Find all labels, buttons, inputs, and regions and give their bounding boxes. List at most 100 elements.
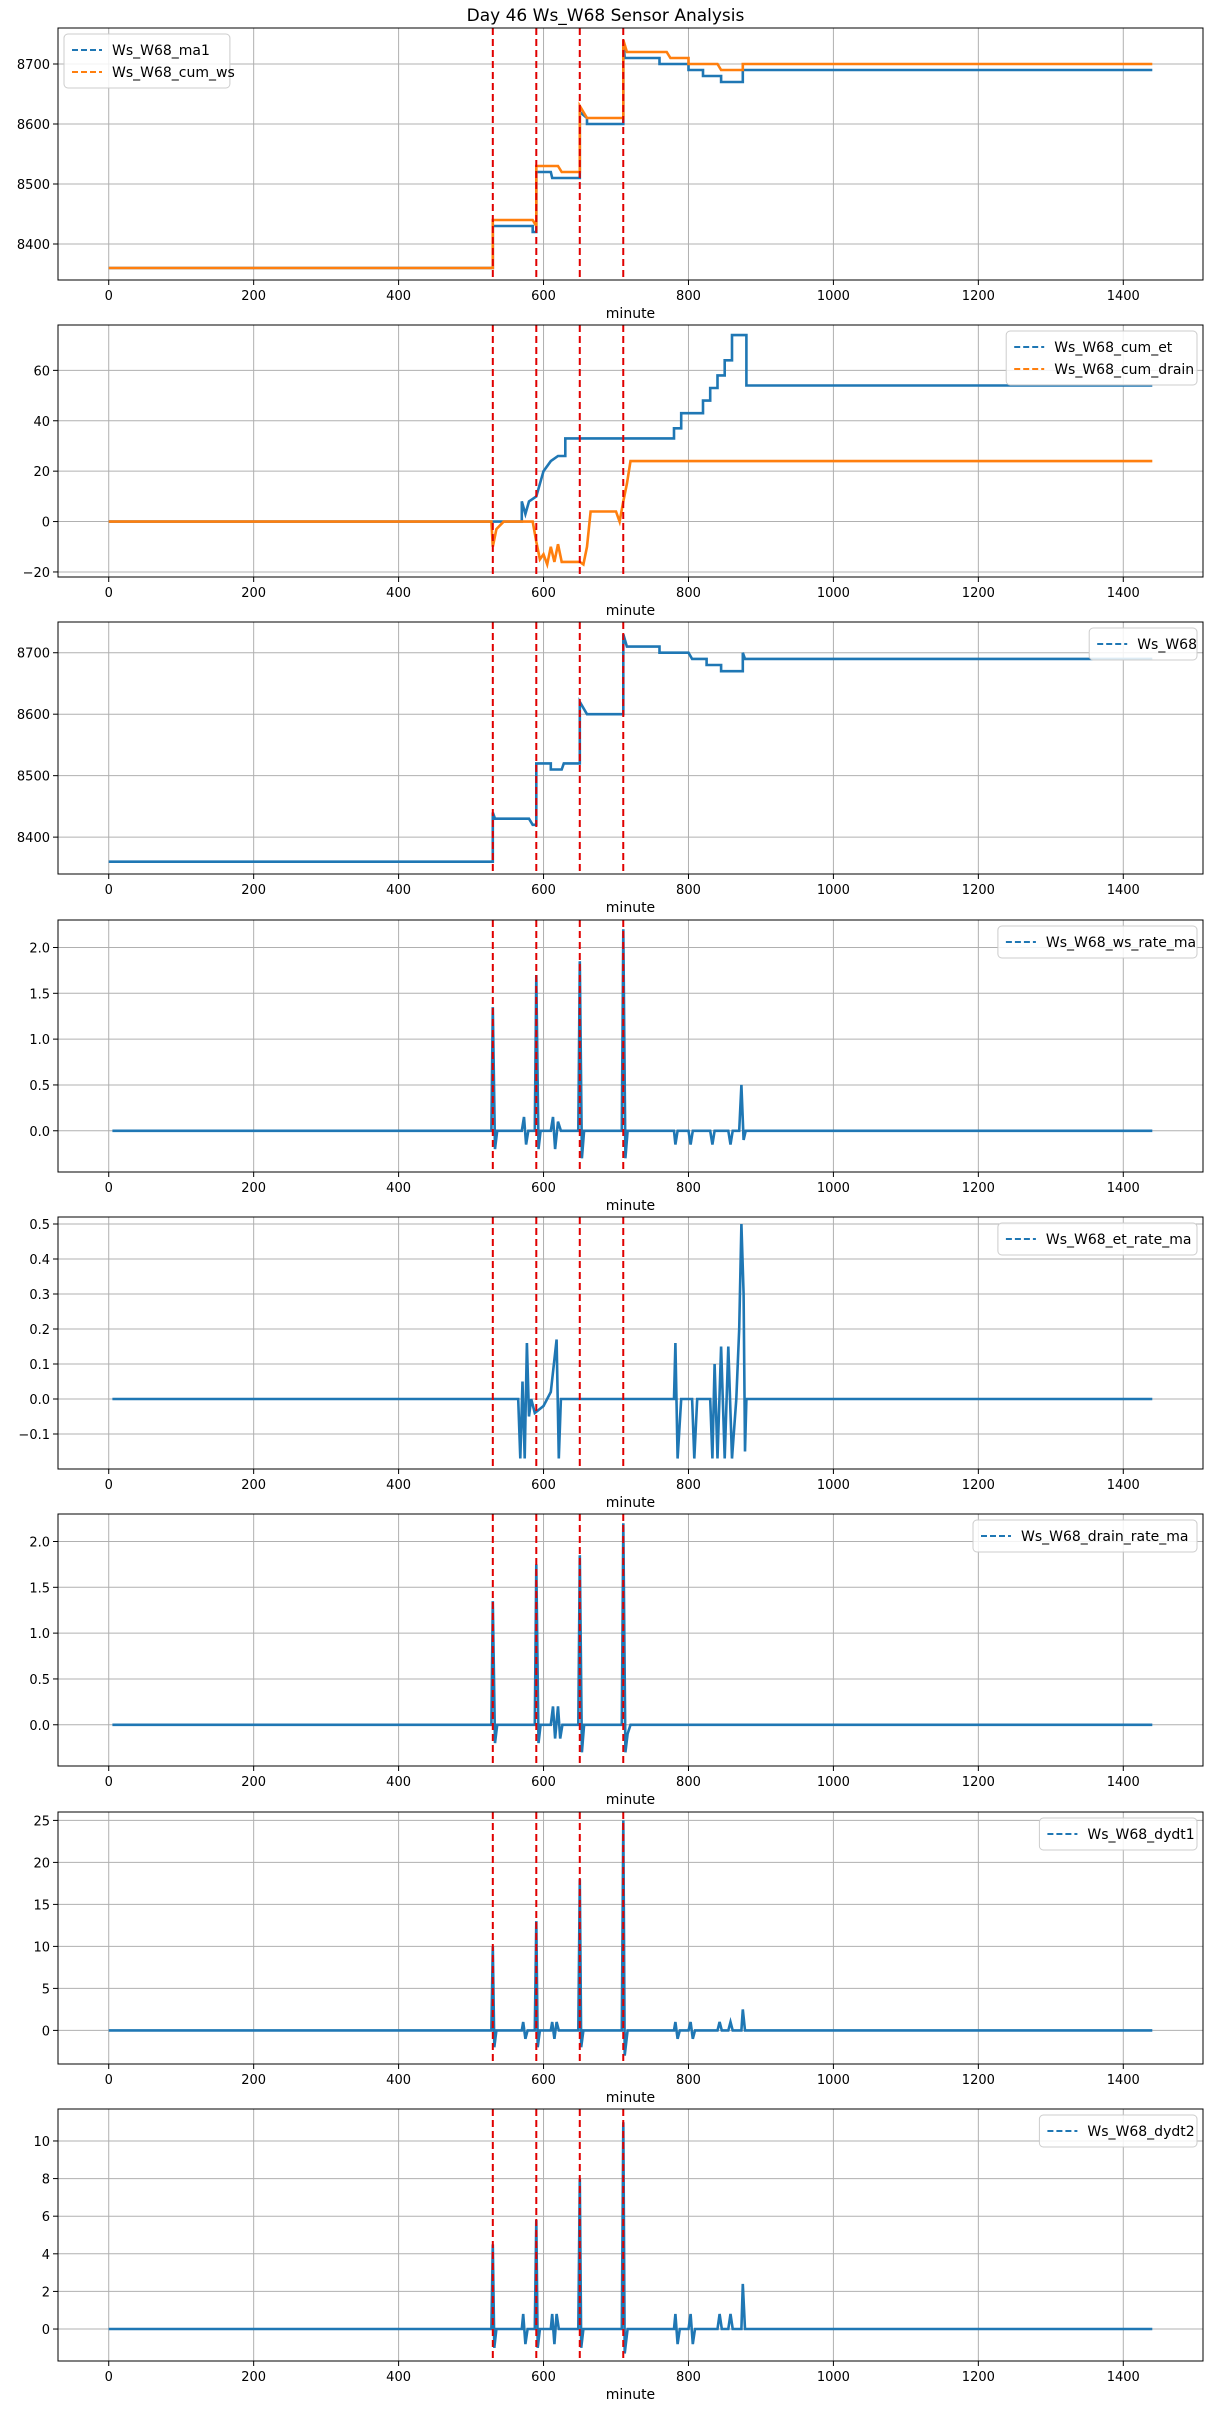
y-tick-label: 2.0 xyxy=(29,941,50,956)
series-line-Ws_W68_cum_drain xyxy=(108,459,1153,570)
x-tick-label: 1200 xyxy=(962,586,995,601)
series-line-Ws_W68_drain_rate_ma xyxy=(112,1523,1153,1753)
legend-label: Ws_W68_ma1 xyxy=(112,43,210,59)
legend-label: Ws_W68_ws_rate_ma xyxy=(1046,935,1196,951)
y-tick-label: 8500 xyxy=(17,178,50,193)
x-tick-label: 1000 xyxy=(817,586,850,601)
grid xyxy=(58,325,1203,577)
legend: Ws_W68 xyxy=(1088,627,1198,661)
x-tick-label: 600 xyxy=(531,586,556,601)
legend-box xyxy=(1038,2114,1198,2148)
x-tick-label: 0 xyxy=(105,1181,113,1196)
x-tick-label: 200 xyxy=(241,883,266,898)
y-tick-label: 0 xyxy=(42,516,50,531)
x-tick-label: 0 xyxy=(105,1775,113,1790)
x-tick-label: 1000 xyxy=(817,2370,850,2385)
x-axis-label: minute xyxy=(606,900,655,916)
y-tick-label: 25 xyxy=(33,1814,50,1829)
series-line-Ws_W68_ma1 xyxy=(108,39,1153,270)
y-tick-label: 8600 xyxy=(17,708,50,723)
y-tick-label: 6 xyxy=(42,2210,50,2225)
x-tick-label: 1400 xyxy=(1107,2073,1140,2088)
legend: Ws_W68_dydt1 xyxy=(1038,1817,1198,1851)
x-tick-label: 1400 xyxy=(1107,289,1140,304)
x-tick-label: 400 xyxy=(386,883,411,898)
x-tick-label: 1000 xyxy=(817,289,850,304)
x-tick-label: 1200 xyxy=(962,883,995,898)
y-tick-label: 10 xyxy=(33,1940,50,1955)
y-tick-label: 2 xyxy=(42,2285,50,2300)
x-tick-label: 800 xyxy=(676,586,701,601)
x-tick-label: 1400 xyxy=(1107,1181,1140,1196)
x-tick-label: 1400 xyxy=(1107,586,1140,601)
chart-panel-5: 0 200 400 600 800 1000 1200 1400 −0.1 0.0 0.1 0.2 0.… xyxy=(18,1216,1204,1511)
x-tick-label: 200 xyxy=(241,1181,266,1196)
x-tick-label: 400 xyxy=(386,1181,411,1196)
x-tick-label: 200 xyxy=(241,1478,266,1493)
x-tick-label: 200 xyxy=(241,2073,266,2088)
x-tick-label: 600 xyxy=(531,1478,556,1493)
x-tick-label: 1200 xyxy=(962,1181,995,1196)
axes-frame xyxy=(57,621,1204,875)
y-tick-label: 8500 xyxy=(17,770,50,785)
legend: Ws_W68_dydt2 xyxy=(1038,2114,1198,2148)
chart-panel-1: 0 200 400 600 800 1000 1200 1400 8400 8500 8600 870… xyxy=(17,27,1204,322)
y-tick-label: 8600 xyxy=(17,118,50,133)
chart-panel-6: 0 200 400 600 800 1000 1200 1400 0.0 0.5 1.0 1.5 2.0… xyxy=(29,1513,1204,1808)
x-tick-label: 400 xyxy=(386,1775,411,1790)
x-tick-label: 0 xyxy=(105,2370,113,2385)
axes-frame xyxy=(57,1811,1204,2065)
legend-box xyxy=(997,1222,1198,1256)
x-tick-label: 600 xyxy=(531,883,556,898)
legend-box xyxy=(63,33,231,89)
axes-frame xyxy=(57,324,1204,578)
chart-panel-2: 0 200 400 600 800 1000 1200 1400 −20 0 20 40 60 minut… xyxy=(23,324,1204,619)
x-tick-label: 1200 xyxy=(962,2073,995,2088)
axes-frame xyxy=(57,1513,1204,1767)
series-line-Ws_W68_et_rate_ma xyxy=(112,1223,1153,1459)
y-tick-label: 5 xyxy=(42,1982,50,1997)
x-tick-label: 1400 xyxy=(1107,1478,1140,1493)
y-tick-label: 4 xyxy=(42,2248,50,2263)
series-line-Ws_W68 xyxy=(108,633,1153,863)
y-tick-label: 0.0 xyxy=(29,1393,50,1408)
y-tick-label: 1.0 xyxy=(29,1033,50,1048)
legend: Ws_W68_et_rate_ma xyxy=(997,1222,1198,1256)
y-tick-label: −0.1 xyxy=(18,1428,50,1443)
chart-panel-7: 0 200 400 600 800 1000 1200 1400 0 5 10 15 20 25 minut… xyxy=(33,1811,1204,2106)
x-tick-label: 800 xyxy=(676,2370,701,2385)
y-tick-label: 2.0 xyxy=(29,1535,50,1550)
x-tick-label: 0 xyxy=(105,883,113,898)
x-axis-label: minute xyxy=(606,1792,655,1808)
grid xyxy=(58,1812,1203,2064)
y-tick-label: 15 xyxy=(33,1898,50,1913)
legend-label: Ws_W68 xyxy=(1137,637,1197,653)
legend-label: Ws_W68_cum_ws xyxy=(112,65,235,81)
y-tick-label: 0.0 xyxy=(29,1125,50,1140)
x-tick-label: 1200 xyxy=(962,1775,995,1790)
x-tick-label: 400 xyxy=(386,2370,411,2385)
y-tick-label: 0.5 xyxy=(29,1079,50,1094)
axes-frame xyxy=(57,1216,1204,1470)
x-tick-label: 200 xyxy=(241,586,266,601)
legend: Ws_W68_cum_et Ws_W68_cum_drain xyxy=(1005,330,1198,386)
x-axis-label: minute xyxy=(606,2090,655,2106)
y-tick-label: 8 xyxy=(42,2173,50,2188)
x-tick-label: 800 xyxy=(676,1181,701,1196)
x-tick-label: 1000 xyxy=(817,883,850,898)
legend-box xyxy=(1088,627,1198,661)
y-tick-label: 0 xyxy=(42,2323,50,2338)
x-tick-label: 0 xyxy=(105,289,113,304)
y-tick-label: 0.0 xyxy=(29,1719,50,1734)
y-tick-label: 0.5 xyxy=(29,1218,50,1233)
x-tick-label: 1400 xyxy=(1107,883,1140,898)
x-tick-label: 200 xyxy=(241,289,266,304)
x-axis-label: minute xyxy=(606,1495,655,1511)
legend: Ws_W68_ma1 Ws_W68_cum_ws xyxy=(63,33,235,89)
x-tick-label: 400 xyxy=(386,586,411,601)
y-tick-label: 0 xyxy=(42,2024,50,2039)
y-tick-label: 0.5 xyxy=(29,1673,50,1688)
x-tick-label: 800 xyxy=(676,883,701,898)
x-tick-label: 1200 xyxy=(962,289,995,304)
x-tick-label: 1000 xyxy=(817,2073,850,2088)
